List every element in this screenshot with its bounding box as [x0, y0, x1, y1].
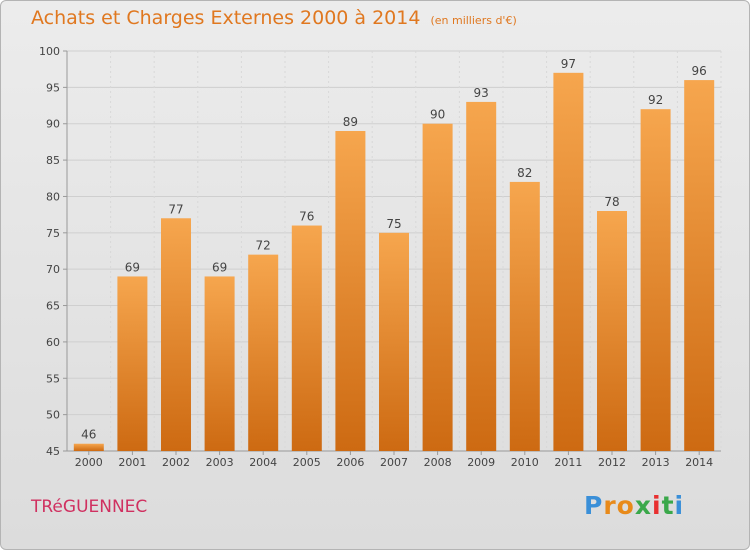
value-label: 75 [386, 217, 401, 231]
value-labels: 46 69 77 69 72 76 89 75 90 93 82 97 78 92 96 [81, 57, 707, 442]
x-tick-label: 2010 [511, 456, 539, 469]
y-tick-label: 60 [46, 336, 60, 349]
x-tick-label: 2002 [162, 456, 190, 469]
bar-2009 [466, 101, 497, 451]
value-label: 89 [343, 115, 358, 129]
value-label: 69 [125, 260, 140, 274]
bar-2001 [117, 276, 148, 451]
value-label: 82 [517, 166, 532, 180]
y-tick-label: 80 [46, 190, 60, 203]
x-tick-label: 2013 [642, 456, 670, 469]
y-tick-label: 70 [46, 263, 60, 276]
value-label: 90 [430, 108, 445, 122]
y-tick-label: 90 [46, 118, 60, 131]
y-tick-label: 65 [46, 300, 60, 313]
y-tick-labels: 45 50 55 60 65 70 75 80 85 90 95 100 [39, 45, 60, 458]
chart-title: Achats et Charges Externes 2000 à 2014 (e… [31, 7, 517, 29]
bars [73, 72, 715, 452]
unit-note: (en milliers d'€) [430, 14, 517, 27]
logo-letter: o [616, 491, 635, 520]
bar-2013 [640, 109, 671, 451]
logo-letter: t [661, 491, 675, 520]
y-tick-label: 50 [46, 409, 60, 422]
x-tick-label: 2008 [424, 456, 452, 469]
value-label: 92 [648, 93, 663, 107]
proxiti-logo: Proxiti [584, 491, 684, 520]
value-label: 93 [474, 86, 489, 100]
value-label: 78 [604, 195, 619, 209]
y-tick-label: 100 [39, 45, 60, 58]
y-tick-label: 85 [46, 154, 60, 167]
value-label: 69 [212, 260, 227, 274]
x-tick-labels: 2000 2001 2002 2003 2004 2005 2006 2007 2008 2009… [75, 456, 713, 469]
bar-2012 [597, 211, 627, 451]
y-tick-label: 95 [46, 81, 60, 94]
x-tick-label: 2012 [598, 456, 626, 469]
x-tick-label: 2000 [75, 456, 103, 469]
x-tick-label: 2011 [554, 456, 582, 469]
bar-2000 [73, 443, 104, 451]
x-tick-label: 2009 [467, 456, 495, 469]
bar-2002 [161, 218, 191, 451]
bar-2003 [204, 276, 235, 451]
y-tick-label: 75 [46, 227, 60, 240]
bar-2011 [553, 72, 584, 452]
y-tick-label: 45 [46, 445, 60, 458]
value-label: 72 [256, 239, 271, 253]
value-label: 97 [561, 57, 576, 71]
value-label: 76 [299, 210, 314, 224]
bar-2004 [248, 254, 279, 451]
bar-2007 [379, 232, 409, 451]
x-tick-label: 2004 [249, 456, 277, 469]
y-tick-label: 55 [46, 372, 60, 385]
bar-2006 [335, 131, 366, 451]
x-tick-label: 2007 [380, 456, 408, 469]
bar-2014 [684, 80, 715, 451]
value-label: 96 [692, 64, 707, 78]
x-tick-label: 2001 [118, 456, 146, 469]
bar-2005 [291, 225, 322, 451]
x-tick-label: 2014 [685, 456, 713, 469]
x-tick-label: 2003 [206, 456, 234, 469]
logo-letter: P [584, 491, 604, 520]
value-label: 46 [81, 428, 96, 442]
x-tick-label: 2005 [293, 456, 321, 469]
logo-letter: x [634, 491, 652, 520]
logo-letter: r [603, 491, 617, 520]
title-text: Achats et Charges Externes 2000 à 2014 [31, 7, 421, 29]
logo-letter: i [652, 491, 662, 520]
x-tick-label: 2006 [336, 456, 364, 469]
logo-letter: i [674, 491, 685, 520]
bar-2010 [509, 181, 540, 451]
bar-2008 [422, 123, 453, 452]
value-label: 77 [168, 202, 183, 216]
town-name: TRéGUENNEC [31, 497, 148, 517]
